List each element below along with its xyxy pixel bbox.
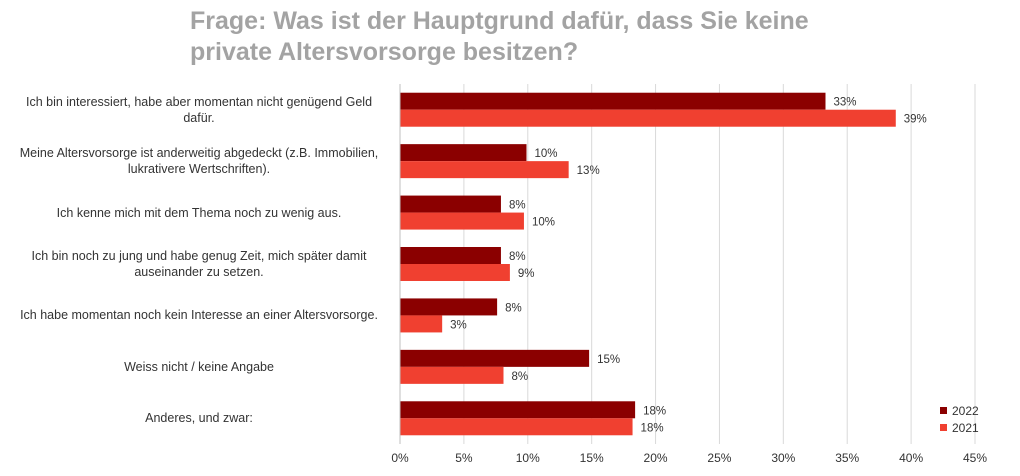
x-tick-label: 25% [707, 451, 731, 465]
x-tick-label: 30% [771, 451, 795, 465]
bar-2022-5 [400, 349, 590, 367]
category-label-line: Meine Altersvorsorge ist anderweitig abg… [19, 146, 379, 161]
x-tick-label: 35% [835, 451, 859, 465]
bar-2022-1 [400, 144, 527, 162]
category-label: Anderes, und zwar: [8, 410, 390, 426]
legend-swatch-2022 [940, 407, 947, 414]
data-label-2022-5: 15% [597, 354, 620, 366]
category-label-line: Anderes, und zwar: [145, 411, 253, 426]
x-tick-label: 10% [516, 451, 540, 465]
data-label-2021-0: 39% [904, 114, 927, 126]
bar-2021-5 [400, 366, 504, 384]
category-label-line: auseinander zu setzen. [134, 265, 264, 279]
category-label: Ich kenne mich mit dem Thema noch zu wen… [8, 205, 390, 221]
bar-2021-3 [400, 264, 510, 281]
category-label: Ich bin noch zu jung und habe genug Zeit… [8, 248, 390, 280]
data-label-2022-4: 8% [505, 302, 522, 314]
data-label-2021-3: 9% [518, 268, 535, 280]
data-label-2022-6: 18% [643, 405, 666, 417]
x-tick-label: 40% [899, 451, 923, 465]
category-label: Ich bin interessiert, habe aber momentan… [8, 94, 390, 126]
category-label: Weiss nicht / keine Angabe [8, 359, 390, 375]
category-label-line: Ich habe momentan noch kein Interesse an… [20, 308, 378, 323]
chart-title-line-1: Frage: Was ist der Hauptgrund dafür, das… [190, 7, 809, 35]
data-label-2021-5: 8% [512, 371, 529, 383]
bar-2022-3 [400, 247, 501, 264]
category-label-line: Ich bin noch zu jung und habe genug Zeit… [31, 249, 367, 263]
legend: 2022 2021 [940, 402, 979, 436]
chart-title: Frage: Was ist der Hauptgrund dafür, das… [190, 6, 830, 68]
bar-2021-1 [400, 161, 569, 179]
data-label-2021-2: 10% [532, 217, 555, 229]
category-label: Ich habe momentan noch kein Interesse an… [8, 307, 390, 323]
bar-2021-6 [400, 418, 633, 436]
category-label-line: Weiss nicht / keine Angabe [124, 359, 274, 374]
category-label-line: dafür. [183, 110, 215, 125]
bar-2021-4 [400, 315, 443, 333]
x-tick-label: 15% [580, 451, 604, 465]
legend-label-2022: 2022 [952, 403, 979, 418]
x-tick-label: 5% [455, 451, 473, 465]
bar-2021-0 [400, 109, 896, 127]
bar-2022-4 [400, 298, 498, 316]
data-label-2022-3: 8% [509, 251, 526, 263]
x-tick-label: 45% [963, 451, 987, 465]
x-tick-label: 20% [644, 451, 668, 465]
data-label-2022-1: 10% [535, 148, 558, 160]
bar-2022-2 [400, 195, 501, 213]
data-label-2021-6: 18% [641, 422, 664, 434]
x-tick-label: 0% [391, 451, 409, 465]
bar-2022-0 [400, 92, 826, 110]
category-label: Meine Altersvorsorge ist anderweitig abg… [8, 145, 390, 177]
chart-title-line-2: private Altersvorsorge besitzen? [190, 38, 579, 66]
category-label-line: lukrativere Wertschriften). [127, 162, 271, 177]
category-label-line: Ich kenne mich mit dem Thema noch zu wen… [56, 205, 342, 220]
legend-label-2021: 2021 [952, 420, 979, 435]
legend-swatch-2021 [940, 424, 947, 431]
data-label-2022-0: 33% [834, 97, 857, 109]
legend-item-2021: 2021 [940, 419, 979, 436]
data-label-2021-1: 13% [577, 165, 600, 177]
bar-2021-2 [400, 212, 524, 230]
category-label-line: Ich bin interessiert, habe aber momentan… [25, 94, 373, 109]
data-label-2022-2: 8% [509, 200, 526, 212]
bar-2022-6 [400, 401, 636, 419]
legend-item-2022: 2022 [940, 402, 979, 419]
data-label-2021-4: 3% [450, 319, 467, 331]
